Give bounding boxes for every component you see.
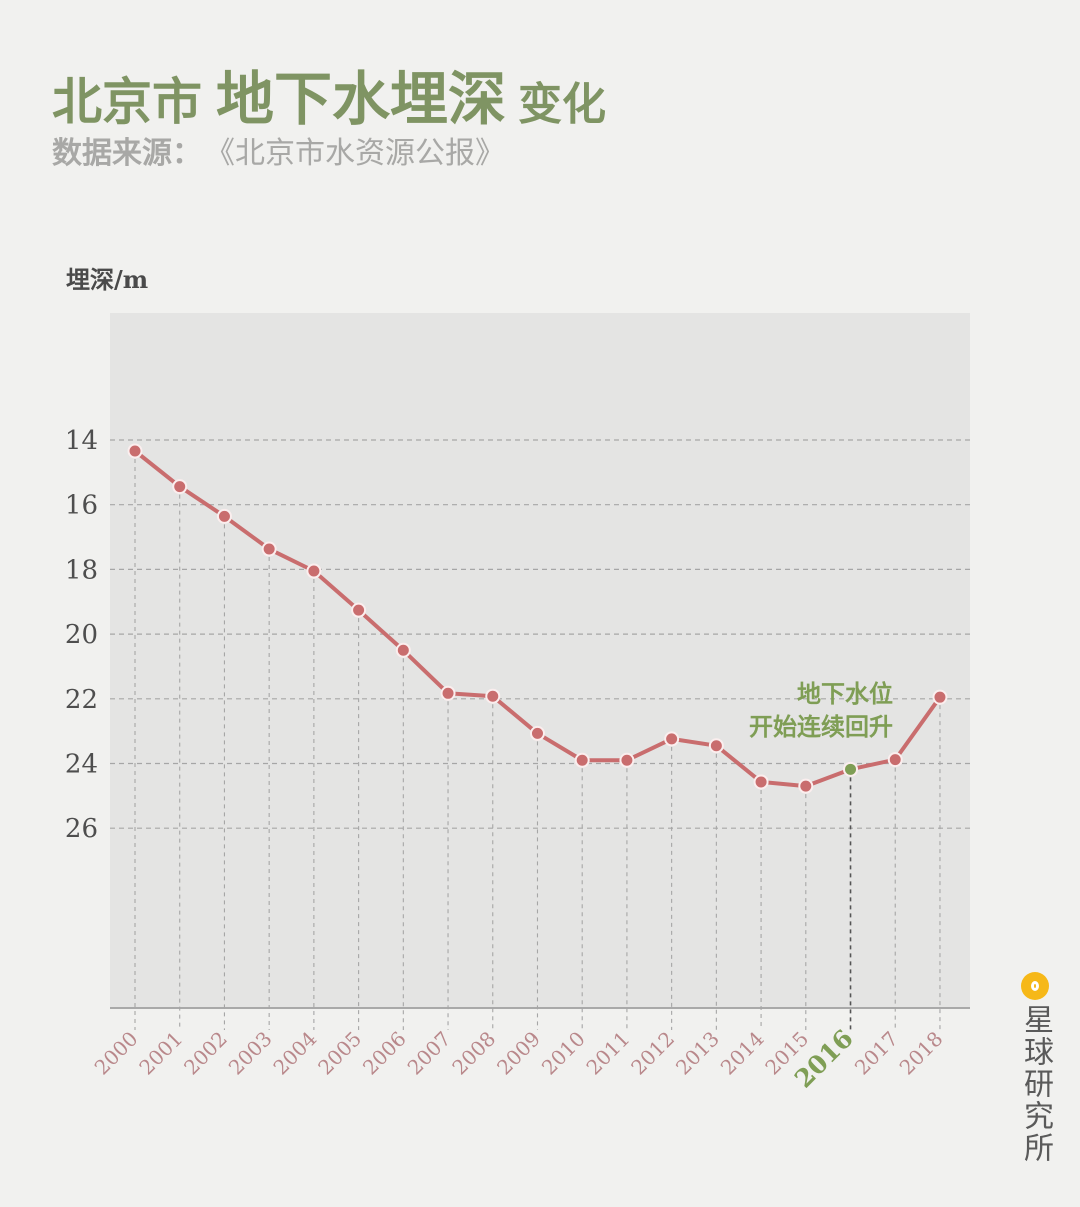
x-tick-label: 2018: [895, 1027, 948, 1080]
data-point: [127, 443, 143, 459]
data-point: [664, 731, 680, 747]
data-point: [619, 752, 635, 768]
x-tick-label: 2012: [626, 1027, 679, 1080]
data-point: [351, 602, 367, 618]
y-tick-label: 18: [65, 555, 98, 585]
y-tick-label: 24: [65, 750, 98, 780]
title-part-city: 北京市: [52, 72, 202, 131]
x-tick-label: 2002: [179, 1027, 232, 1080]
x-tick-labels: 2000200120022003200420052006200720082009…: [90, 1024, 948, 1094]
y-tick-labels: 14 16 18 20 22 24 26: [65, 426, 98, 844]
y-axis-label: 埋深/m: [66, 265, 149, 294]
data-points: [127, 443, 948, 794]
y-tick-label: 22: [65, 685, 98, 715]
title-part-subject: 地下水埋深: [216, 65, 507, 133]
highlight-data-point: [843, 761, 859, 777]
x-tick-label: 2010: [537, 1027, 590, 1080]
source-name: 《北京市水资源公报》: [220, 136, 505, 171]
brand-logo: 星球研究所: [1018, 972, 1053, 1164]
y-tick-label: 14: [65, 426, 98, 456]
category-guide-lines: [134, 450, 941, 1030]
x-tick-label: 2006: [358, 1027, 411, 1080]
y-tick-label: 26: [65, 814, 98, 844]
data-point: [261, 541, 277, 557]
annotation-line1: 地下水位: [797, 679, 893, 708]
y-tick-label: 16: [65, 491, 98, 521]
chart-subtitle: 数据来源： 《北京市水资源公报》: [52, 128, 505, 172]
x-tick-label: 2004: [268, 1027, 321, 1080]
data-point: [172, 479, 188, 495]
x-tick-label: 2003: [224, 1027, 277, 1080]
chart-title: 北京市 地下水埋深 变化: [52, 52, 606, 136]
data-point: [887, 752, 903, 768]
x-tick-label: 2001: [134, 1027, 187, 1080]
data-point: [529, 725, 545, 741]
data-point: [798, 778, 814, 794]
orange-circle-logo-icon: [1021, 972, 1049, 1000]
x-tick-label: 2007: [403, 1027, 456, 1080]
source-label: 数据来源：: [52, 136, 202, 171]
data-point: [306, 563, 322, 579]
x-tick-label: 2014: [716, 1027, 769, 1080]
annotation-line2: 开始连续回升: [749, 712, 893, 741]
data-point: [395, 642, 411, 658]
data-point: [708, 738, 724, 754]
title-part-change: 变化: [518, 79, 607, 130]
x-tick-label: 2013: [671, 1027, 724, 1080]
x-tick-label: 2005: [313, 1027, 366, 1080]
data-point: [216, 508, 232, 524]
x-tick-label: 2008: [447, 1027, 500, 1080]
data-point: [753, 774, 769, 790]
x-tick-label: 2011: [581, 1027, 634, 1080]
x-tick-label: 2000: [90, 1027, 143, 1080]
brand-name: 星球研究所: [1018, 1004, 1053, 1164]
plot-area: [110, 313, 970, 1008]
x-tick-label: 2017: [850, 1027, 903, 1080]
y-tick-label: 20: [65, 620, 98, 650]
data-point: [574, 752, 590, 768]
data-point: [932, 689, 948, 705]
data-point: [440, 685, 456, 701]
data-point: [485, 688, 501, 704]
x-tick-label: 2009: [492, 1027, 545, 1080]
